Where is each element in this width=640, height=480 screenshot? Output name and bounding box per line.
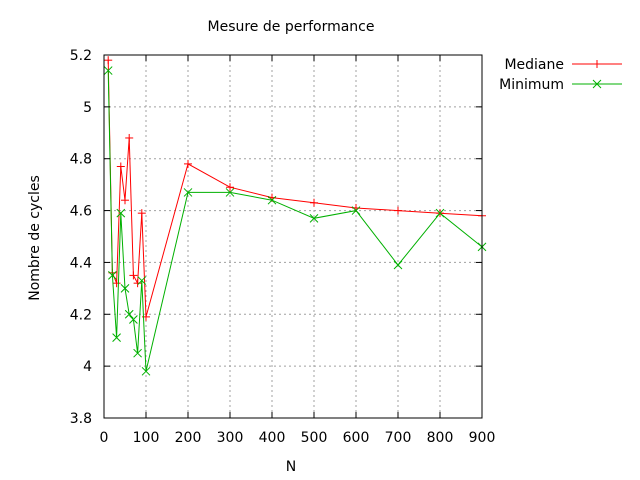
marker-stroke — [351, 206, 361, 215]
plus-marker — [184, 159, 192, 168]
marker-stroke — [309, 213, 319, 223]
cross-marker — [351, 206, 361, 215]
marker-stroke — [103, 66, 113, 75]
y-tick-label: 5.2 — [70, 48, 92, 64]
plus-marker — [133, 279, 142, 288]
cross-marker — [592, 79, 602, 89]
cross-marker — [267, 195, 277, 205]
axis-ticks: 0 100 200 300 400 500 600 700 800 900 3.8 4 4.2 4.4 4.… — [70, 48, 496, 446]
marker-stroke — [592, 79, 602, 89]
gridlines — [104, 55, 482, 418]
x-tick-label: 0 — [100, 430, 109, 446]
marker-stroke — [225, 188, 235, 197]
cross-marker — [141, 366, 151, 376]
plus-marker — [121, 196, 129, 205]
plus-marker — [394, 206, 402, 215]
x-tick-label: 700 — [385, 430, 412, 446]
x-tick-label: 600 — [343, 430, 370, 446]
plot-series — [103, 56, 487, 376]
cross-marker — [435, 208, 445, 218]
marker-stroke — [120, 284, 130, 293]
cross-marker — [393, 260, 403, 270]
plus-marker — [116, 162, 125, 171]
x-axis-label: N — [286, 459, 296, 475]
plus-marker — [226, 183, 234, 192]
y-tick-label: 4.8 — [70, 152, 92, 168]
cross-marker — [137, 276, 147, 285]
x-tick-label: 500 — [301, 430, 328, 446]
cross-marker — [309, 213, 319, 223]
plus-marker — [310, 198, 318, 207]
cross-marker — [124, 309, 134, 319]
x-tick-label: 400 — [259, 430, 286, 446]
x-tick-label: 200 — [175, 430, 202, 446]
cross-marker — [133, 348, 142, 358]
cross-marker — [112, 333, 121, 342]
y-tick-label: 5 — [83, 100, 92, 116]
series-line-minimum — [107, 70, 483, 372]
marker-stroke — [137, 276, 147, 285]
marker-stroke — [133, 348, 142, 358]
legend-label-mediane: Mediane — [504, 57, 564, 73]
y-tick-label: 4.6 — [70, 204, 92, 220]
x-tick-label: 900 — [469, 430, 496, 446]
plus-marker — [593, 60, 601, 68]
plus-marker — [137, 209, 146, 218]
plot-frame — [103, 54, 483, 419]
cross-marker — [129, 315, 138, 324]
cross-marker — [225, 188, 235, 197]
cross-marker — [108, 271, 117, 280]
marker-stroke — [393, 260, 403, 270]
cross-marker — [116, 208, 126, 218]
y-tick-label: 4.4 — [70, 255, 92, 271]
x-tick-label: 100 — [133, 430, 160, 446]
series-line-mediane — [107, 60, 483, 318]
marker-stroke — [129, 315, 138, 324]
marker-stroke — [183, 188, 193, 197]
y-tick-label: 3.8 — [70, 411, 92, 427]
plus-marker — [125, 133, 134, 142]
cross-marker — [120, 284, 130, 293]
marker-stroke — [108, 271, 117, 280]
plus-marker — [112, 279, 121, 288]
cross-marker — [103, 66, 113, 75]
marker-stroke — [124, 309, 134, 319]
marker-stroke — [267, 195, 277, 205]
y-tick-label: 4.2 — [70, 307, 92, 323]
marker-stroke — [435, 208, 445, 218]
y-axis-label: Nombre de cycles — [27, 175, 43, 301]
plus-marker — [104, 56, 113, 65]
y-tick-label: 4 — [83, 359, 92, 375]
legend-label-minimum: Minimum — [499, 77, 564, 93]
legend: Mediane Minimum — [499, 57, 622, 93]
x-tick-label: 300 — [217, 430, 244, 446]
marker-stroke — [116, 208, 126, 218]
cross-marker — [183, 188, 193, 197]
marker-stroke — [112, 333, 121, 342]
chart-title: Mesure de performance — [208, 19, 375, 35]
x-tick-label: 800 — [427, 430, 454, 446]
marker-stroke — [141, 366, 151, 376]
plus-marker — [129, 271, 138, 280]
